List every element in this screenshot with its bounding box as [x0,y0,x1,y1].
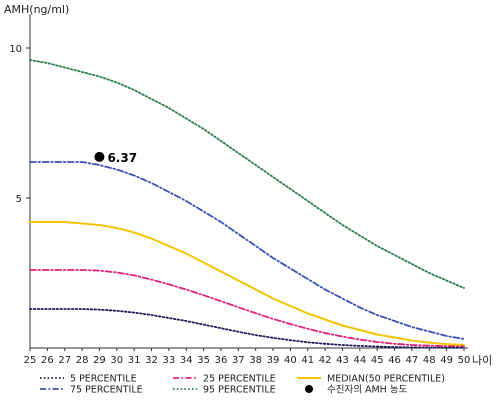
legend-label-3: 75 PERCENTILE [70,385,143,396]
x-tick-label: 31 [128,355,141,366]
x-tick-label: 37 [232,355,245,366]
x-tick-label: 48 [423,355,436,366]
x-tick-label: 45 [371,355,384,366]
series-layer [29,59,465,349]
x-tick-label: 28 [76,355,89,366]
patient-amh-value-label: 6.37 [107,151,137,165]
x-tick-label: 40 [284,355,297,366]
x-tick-label: 25 [24,355,37,366]
x-tick-label: 27 [58,355,71,366]
x-tick-label: 26 [41,355,54,366]
series-line-1 [29,161,465,340]
x-tick-label: 30 [110,355,123,366]
x-tick-label: 44 [353,355,366,366]
x-tick-label: 49 [440,355,453,366]
x-tick-label: 38 [249,355,262,366]
x-tick-label: 50 [458,355,471,366]
legend-label-2: MEDIAN(50 PERCENTILE) [327,374,445,385]
y-tick-label: 10 [9,44,22,55]
legend-label-4: 95 PERCENTILE [203,385,276,396]
legend-layer: 5 PERCENTILE 25 PERCENTILE MEDIAN(50 PERCE… [40,374,445,396]
legend-marker-swatch [305,385,313,393]
y-tick-label: 5 [16,194,22,205]
x-tick-label: 35 [197,355,210,366]
x-tick-label: 34 [180,355,193,366]
x-tick-label: 41 [301,355,314,366]
legend-marker-label: 수진자의 AMH 농도 [327,385,408,396]
series-line-3 [29,269,465,348]
x-tick-label: 29 [93,355,106,366]
marker-layer: 6.37 [94,151,137,165]
x-tick-label: 33 [163,355,176,366]
series-line-4 [29,308,465,349]
x-tick-label: 47 [406,355,419,366]
series-line-0 [29,59,465,289]
x-tick-label: 43 [336,355,349,366]
x-tick-label: 32 [145,355,158,366]
x-tick-label: 46 [388,355,401,366]
x-tick-label: 39 [267,355,280,366]
legend-label-1: 25 PERCENTILE [203,374,276,385]
y-axis-title: AMH(ng/ml) [4,3,69,16]
patient-amh-point [94,151,105,162]
series-line-2 [29,221,465,346]
axes-layer: 5 10 25 26 27 28 29 30 31 32 33 34 35 36 37 38 39 40 41 42 4… [4,3,492,367]
x-axis-title: 나이 [472,354,492,367]
legend-label-0: 5 PERCENTILE [70,374,137,385]
x-tick-label: 36 [215,355,228,366]
x-tick-label: 42 [319,355,332,366]
